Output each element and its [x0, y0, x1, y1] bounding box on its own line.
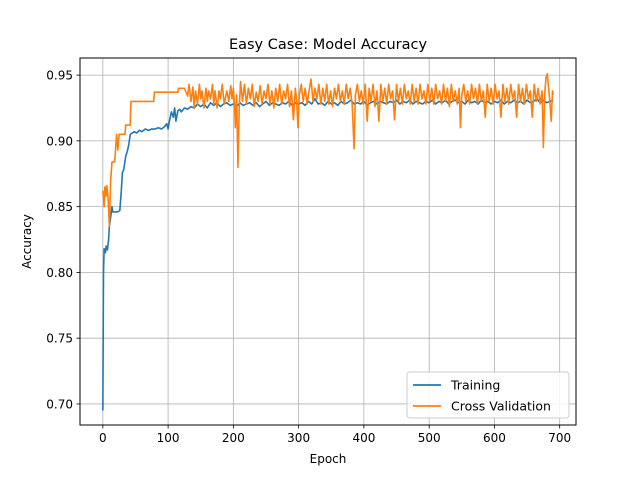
- y-tick-label: 0.80: [46, 266, 73, 280]
- legend: Training Cross Validation: [406, 371, 570, 419]
- x-tick-label: 700: [548, 431, 571, 445]
- grid: [80, 58, 576, 425]
- y-tick-label: 0.75: [46, 332, 73, 346]
- legend-box: [406, 371, 570, 419]
- y-tick-label: 0.90: [46, 134, 73, 148]
- x-axis-label: Epoch: [310, 452, 347, 466]
- x-tick-label: 0: [99, 431, 107, 445]
- x-tick-label: 400: [352, 431, 375, 445]
- y-axis-label: Accuracy: [20, 214, 34, 269]
- legend-label-training: Training: [450, 378, 500, 393]
- plot-frame: [79, 57, 577, 426]
- x-tick-label: 100: [157, 431, 180, 445]
- series-line-cross-validation: [102, 72, 554, 228]
- y-tick-label: 0.85: [46, 200, 73, 214]
- y-tick-label: 0.95: [46, 69, 73, 83]
- ticks: 0 100 200 300 400 500 600 700 0.70 0.75 0.80 0.85 0.…: [46, 69, 571, 445]
- chart-title: Easy Case: Model Accuracy: [229, 37, 428, 53]
- legend-label-cross-validation: Cross Validation: [451, 399, 551, 414]
- x-tick-label: 300: [287, 431, 310, 445]
- y-tick-label: 0.70: [46, 397, 73, 411]
- plot-lines: [102, 72, 554, 411]
- x-tick-label: 600: [483, 431, 506, 445]
- x-tick-label: 200: [222, 431, 245, 445]
- x-tick-label: 500: [418, 431, 441, 445]
